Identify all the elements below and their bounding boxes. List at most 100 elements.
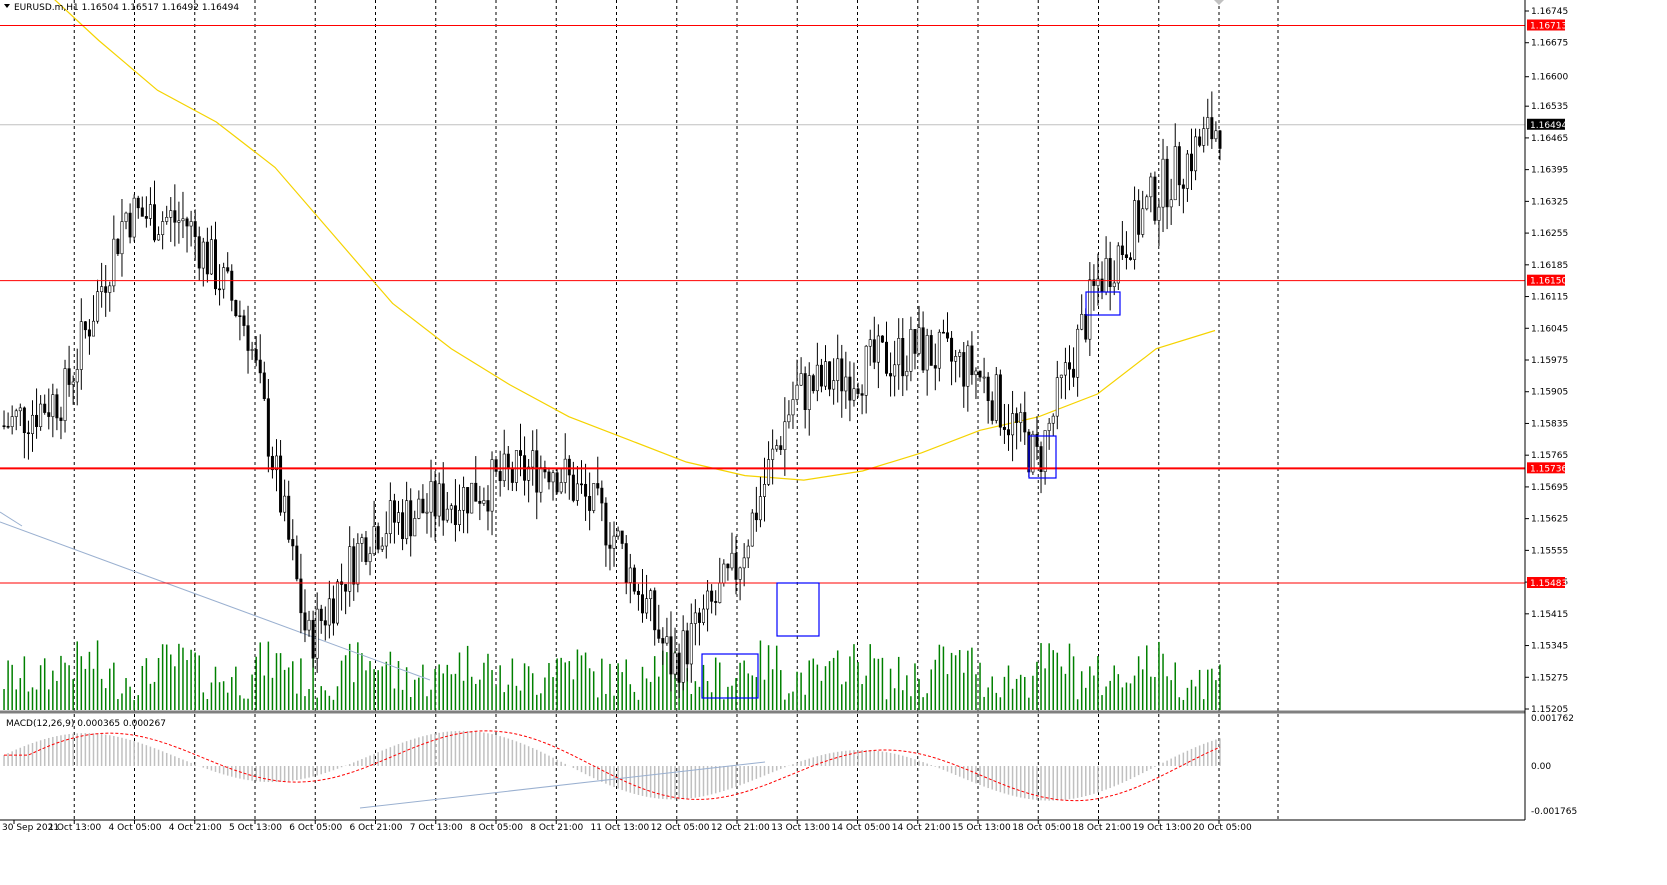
candle-body: [266, 398, 270, 457]
candle-body: [1076, 328, 1080, 378]
candle-body: [315, 608, 319, 659]
candle-body: [153, 204, 157, 241]
candle-body: [775, 445, 779, 450]
price-label: 1.16600: [1531, 73, 1568, 83]
candle-body: [1194, 136, 1198, 172]
candle-body: [71, 381, 75, 385]
time-label: 5 Oct 13:00: [229, 823, 282, 833]
candle-body: [396, 512, 400, 523]
candle-body: [555, 472, 559, 493]
candle-body: [1002, 426, 1006, 430]
candle-body: [547, 471, 551, 483]
trend-line[interactable]: [0, 521, 431, 681]
candle-body: [645, 598, 649, 614]
highlight-box[interactable]: [1028, 435, 1057, 479]
macd-trend-line[interactable]: [359, 761, 766, 809]
candle-body: [661, 638, 665, 644]
candle-body: [43, 403, 47, 413]
candle-body: [1051, 415, 1055, 424]
price-tag-label: 1.16713: [1530, 22, 1567, 32]
candle-body: [937, 331, 941, 369]
highlight-box[interactable]: [776, 582, 820, 637]
trend-line[interactable]: [0, 511, 23, 527]
candle-body: [738, 567, 742, 580]
candle-body: [165, 216, 169, 222]
price-label: 1.16535: [1531, 102, 1568, 112]
candle-body: [876, 335, 880, 363]
candle-body: [604, 502, 608, 546]
highlight-boxes[interactable]: [701, 291, 1121, 699]
highlight-box[interactable]: [1085, 291, 1121, 316]
candle-body: [242, 315, 246, 326]
candle-body: [323, 620, 327, 626]
chart-shift-icon[interactable]: [1214, 0, 1224, 5]
candle-body: [161, 221, 165, 235]
price-tag: [1527, 462, 1565, 474]
candle-body: [974, 370, 978, 376]
candle-body: [1104, 258, 1108, 293]
candle-body: [693, 612, 697, 624]
candle-body: [734, 552, 738, 580]
candle-body: [701, 608, 705, 623]
price-tag: [1527, 576, 1565, 588]
candle-body: [490, 459, 494, 512]
candle-body: [584, 483, 588, 497]
candle-body: [897, 338, 901, 366]
price-tag-label: 1.16494: [1530, 121, 1567, 131]
candle-body: [653, 590, 657, 631]
candle-body: [421, 498, 425, 514]
macd-panel: [3, 730, 1221, 809]
price-label: 1.16045: [1531, 324, 1568, 334]
triangle-down-icon[interactable]: [4, 4, 10, 8]
candle-body: [852, 388, 856, 401]
candle-body: [380, 545, 384, 550]
highlight-box[interactable]: [701, 653, 759, 699]
support-resistance-levels[interactable]: [0, 25, 1525, 584]
price-label: 1.15205: [1531, 705, 1568, 715]
candle-body: [148, 204, 152, 219]
candle-body: [844, 376, 848, 392]
candle-body: [697, 612, 701, 623]
candle-body: [624, 543, 628, 583]
candle-body: [120, 221, 124, 255]
candle-body: [1072, 368, 1076, 378]
price-label: 1.15905: [1531, 388, 1568, 398]
candle-body: [669, 636, 673, 675]
candle-body: [92, 320, 96, 337]
candle-body: [433, 481, 437, 517]
candle-body: [67, 368, 71, 385]
candle-body: [726, 563, 730, 569]
candle-body: [112, 238, 116, 287]
price-tags: 1.16713 1.16494 1.16150 1.15736 1.15483: [1527, 19, 1567, 589]
candle-body: [287, 495, 291, 540]
time-label: 1 Oct 13:00: [48, 823, 101, 833]
candle-body: [478, 500, 482, 504]
candle-body: [710, 590, 714, 602]
price-label: 1.15415: [1531, 610, 1568, 620]
candle-body: [356, 543, 360, 585]
candle-body: [921, 327, 925, 371]
candle-body: [510, 468, 514, 483]
price-label: 1.16115: [1531, 293, 1568, 303]
time-label: 19 Oct 13:00: [1133, 823, 1192, 833]
time-label: 30 Sep 2021: [2, 823, 59, 833]
candle-body: [840, 358, 844, 392]
candle-body: [18, 407, 22, 412]
candle-body: [209, 239, 213, 275]
candle-body: [441, 483, 445, 521]
candle-body: [889, 373, 893, 377]
candle-body: [401, 512, 405, 540]
candle-body: [128, 212, 132, 238]
candle-body: [181, 218, 185, 222]
macd-axis-label: 0.001762: [1531, 714, 1574, 724]
candle-body: [917, 327, 921, 354]
candle-body: [950, 337, 954, 362]
candle-body: [457, 509, 461, 525]
candle-body: [83, 321, 87, 331]
candle-body: [1161, 158, 1165, 208]
macd-axis-label: -0.001765: [1531, 807, 1577, 817]
candle-body: [791, 399, 795, 416]
candle-body: [132, 197, 136, 238]
